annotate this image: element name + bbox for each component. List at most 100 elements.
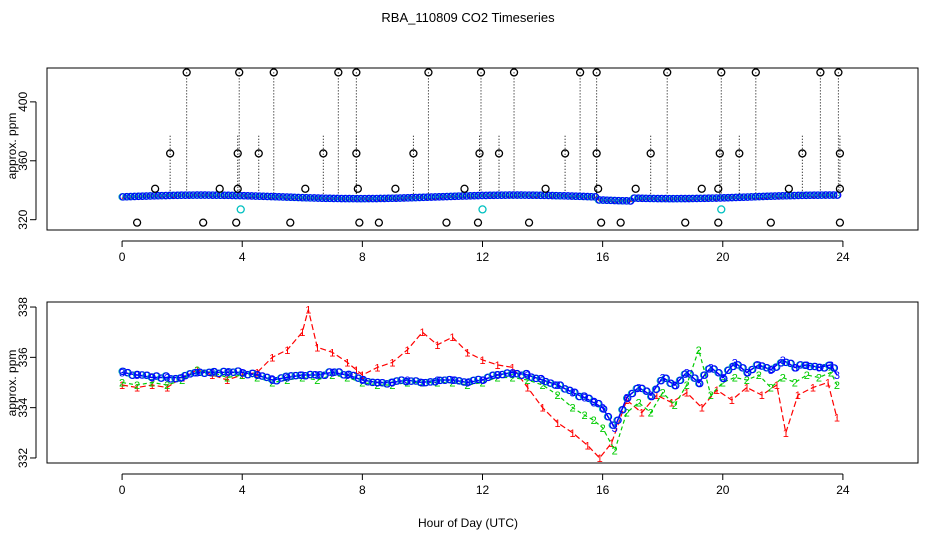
series-3-point-label: 3 xyxy=(344,370,350,382)
series-3-marker xyxy=(686,370,694,378)
series-2-point-label: 2 xyxy=(269,378,275,390)
series-3-marker xyxy=(205,368,214,377)
series-3-point-label: 3 xyxy=(239,367,245,379)
series-3-marker xyxy=(782,358,790,367)
series-3-marker xyxy=(671,381,680,390)
series-1-point-label: 1 xyxy=(783,428,789,440)
outlier-point xyxy=(835,218,845,227)
series-2-point-label: 2 xyxy=(768,383,774,395)
series-3-marker xyxy=(249,369,257,378)
series-1-point-label: 1 xyxy=(774,380,780,392)
series-3-marker xyxy=(652,385,661,393)
series-2-point-label: 2 xyxy=(582,410,588,422)
series-1-point-label: 1 xyxy=(669,398,675,410)
series-3-marker xyxy=(239,369,247,377)
series-2-point-label: 2 xyxy=(732,372,738,384)
series-3-point-label: 3 xyxy=(768,365,774,377)
series-3-marker xyxy=(580,392,589,400)
series-1-point-label: 1 xyxy=(329,347,335,359)
series-1-point-label: 1 xyxy=(179,372,185,384)
series-2-point-label: 2 xyxy=(570,403,576,415)
series-3-marker xyxy=(787,359,795,368)
series-3-marker xyxy=(138,371,147,379)
series-3-marker xyxy=(830,364,839,372)
series-3-marker xyxy=(551,381,560,389)
series-1-point-label: 1 xyxy=(299,327,305,339)
series-2-point-label: 2 xyxy=(600,423,606,435)
outlier-point xyxy=(835,184,845,193)
series-3-marker xyxy=(599,405,608,413)
series-3-marker xyxy=(297,371,305,379)
series-3-point-label: 3 xyxy=(555,380,561,392)
series-3-point-label: 3 xyxy=(684,367,690,379)
series-3-point-label: 3 xyxy=(404,375,410,387)
outlier-point xyxy=(714,218,723,227)
series-3-point-label: 3 xyxy=(479,375,485,387)
series-2-point-label: 2 xyxy=(780,372,786,384)
outlier-point xyxy=(199,218,208,227)
outlier-point xyxy=(476,68,486,77)
series-3-marker xyxy=(455,377,464,385)
series-3-point-label: 3 xyxy=(149,372,155,384)
series-3-point-label: 3 xyxy=(134,370,140,382)
top-x-tick-label: 20 xyxy=(716,250,730,264)
series-3-marker xyxy=(801,361,810,370)
series-3-marker xyxy=(681,370,690,378)
outlier-point xyxy=(596,218,606,227)
series-3-marker xyxy=(470,376,478,385)
series-3-marker xyxy=(628,389,637,398)
bottom-x-tick-label: 16 xyxy=(596,483,610,497)
series-1-point-label: 1 xyxy=(389,357,395,369)
series-1-point-label: 1 xyxy=(540,403,546,415)
series-1-point-label: 1 xyxy=(494,360,500,372)
series-3-marker xyxy=(748,365,757,374)
series-3-marker xyxy=(311,370,320,379)
series-3-point-label: 3 xyxy=(648,390,654,402)
series-3-marker xyxy=(498,370,507,379)
x-axis-label: Hour of Day (UTC) xyxy=(418,516,518,530)
outlier-point xyxy=(473,218,483,227)
series-3-point-label: 3 xyxy=(792,362,798,374)
series-2-point-label: 2 xyxy=(164,380,170,392)
series-3-point-label: 3 xyxy=(419,378,425,390)
series-1-point-label: 1 xyxy=(597,453,603,465)
series-3-marker xyxy=(489,371,497,380)
series-3-marker xyxy=(811,362,819,371)
series-3-point-label: 3 xyxy=(164,372,170,384)
series-3-marker xyxy=(364,377,372,386)
series-3-marker xyxy=(234,367,243,375)
series-3-marker xyxy=(407,377,416,385)
series-1-point-label: 1 xyxy=(353,365,359,377)
series-3-point-label: 3 xyxy=(660,372,666,384)
series-3-point-label: 3 xyxy=(389,378,395,390)
series-1-point-label: 1 xyxy=(509,362,515,374)
series-3-marker xyxy=(306,370,315,379)
top-x-tick-label: 4 xyxy=(239,250,246,264)
series-1-point-label: 1 xyxy=(224,375,230,387)
top-y-tick-label: 400 xyxy=(16,92,30,112)
series-3-marker xyxy=(556,381,565,389)
outlier-point xyxy=(286,218,295,227)
series-2-point-label: 2 xyxy=(524,375,530,387)
outlier-point xyxy=(663,68,672,77)
series-3-marker xyxy=(772,363,781,371)
series-3-marker xyxy=(450,376,459,384)
series-1-point-label: 1 xyxy=(699,403,705,415)
series-2-point-label: 2 xyxy=(149,378,155,390)
series-3-marker xyxy=(758,362,766,370)
outlier-point xyxy=(766,218,775,227)
outlier-point xyxy=(353,184,363,193)
outlier-point xyxy=(592,68,601,77)
series-3-marker xyxy=(441,376,449,384)
series-1-point-label: 1 xyxy=(434,340,440,352)
series-1-point-label: 1 xyxy=(795,390,801,402)
series-3-marker xyxy=(508,370,517,378)
series-3-marker xyxy=(705,365,714,373)
series-3-marker xyxy=(700,371,709,379)
series-3-point-label: 3 xyxy=(600,403,606,415)
series-3-marker xyxy=(494,370,502,379)
series-3-marker xyxy=(513,369,521,378)
series-1-point-label: 1 xyxy=(479,355,485,367)
